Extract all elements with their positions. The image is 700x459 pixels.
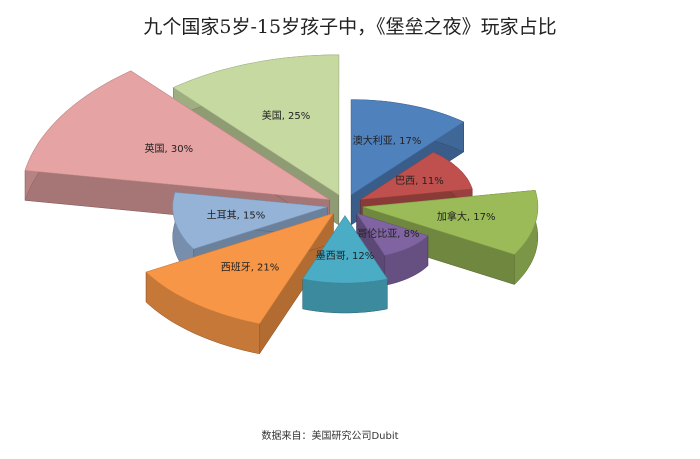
slice-top	[172, 54, 340, 196]
slice-top	[172, 191, 328, 250]
data-label: 英国, 30%	[145, 142, 194, 155]
pie: 澳大利亚, 17% 美国, 25% 英国, 30% 巴西, 11% 土耳其, 15% 加拿…	[24, 54, 539, 355]
data-label: 哥伦比亚, 8%	[357, 227, 419, 240]
slice: 加拿大, 17%	[362, 189, 539, 286]
slice-top	[145, 212, 335, 325]
data-label: 澳大利亚, 17%	[353, 134, 422, 147]
slice: 西班牙, 21%	[145, 212, 335, 355]
data-label: 巴西, 11%	[395, 175, 444, 187]
slice-top	[355, 212, 429, 256]
data-label: 墨西哥, 12%	[316, 250, 375, 262]
slice: 墨西哥, 12%	[302, 214, 388, 314]
slice-wall	[302, 278, 388, 314]
data-label: 土耳其, 15%	[207, 209, 266, 222]
slice-top	[350, 99, 465, 196]
data-label: 西班牙, 21%	[221, 261, 280, 273]
data-label: 美国, 25%	[262, 109, 311, 122]
data-label: 加拿大, 17%	[437, 210, 496, 223]
slice-top	[24, 70, 330, 200]
source-note: 数据来自：美国研究公司Dubit	[261, 429, 398, 442]
slice-top	[362, 189, 539, 255]
chart-title: 九个国家5岁-15岁孩子中，《堡垒之夜》玩家占比	[143, 16, 556, 38]
slice-top	[360, 152, 473, 200]
slice-top	[302, 215, 388, 284]
